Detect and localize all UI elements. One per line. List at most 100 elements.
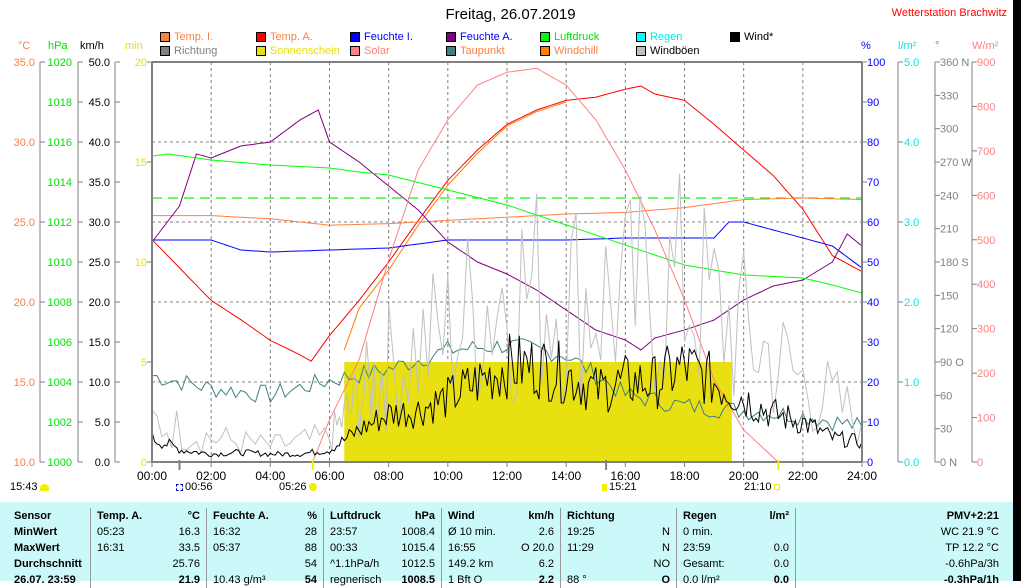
- axis-label-rain: 3.0: [904, 217, 919, 229]
- axis-label-solar: 100: [977, 413, 995, 425]
- legend-label: Richtung: [174, 45, 218, 57]
- stats-label: Ø 10 min.: [448, 526, 496, 538]
- stats-value: 1008.5: [401, 574, 435, 586]
- stats-row: 149.2 km 6.2: [448, 556, 554, 572]
- axis-label-humidity: 20: [867, 377, 879, 389]
- axis-label-temp: 25.0: [14, 217, 35, 229]
- axis-label-direction: 270 W: [940, 157, 972, 169]
- stats-label: 05:23: [97, 526, 125, 538]
- cloud-time: 15:43: [10, 481, 51, 493]
- axis-label-wind: 25.0: [89, 257, 110, 269]
- stats-row: Sensor: [14, 508, 84, 524]
- stats-row: 16:55 O 20.0: [448, 540, 554, 556]
- axis-label-pressure: 1018: [48, 97, 72, 109]
- stats-label: 16:32: [213, 526, 241, 538]
- stats-label: MaxWert: [14, 542, 60, 554]
- stats-value: 33.5: [178, 542, 200, 554]
- stats-label: Wind: [448, 510, 475, 522]
- legend-swatch: [636, 32, 646, 42]
- axis-label-wind: 20.0: [89, 297, 110, 309]
- axis-label-humidity: 0: [867, 457, 873, 469]
- stats-value: 1012.5: [401, 558, 435, 570]
- stats-row: Gesamt: 0.0: [683, 556, 789, 572]
- axis-label-direction: 360 N: [940, 57, 969, 69]
- legend-label: Windchill: [554, 45, 599, 57]
- moonrise-time: 00:56: [174, 481, 213, 493]
- legend-swatch: [636, 46, 646, 56]
- stats-row: Richtung: [567, 508, 670, 524]
- moonset-time-label: 15:21: [609, 481, 637, 493]
- x-tick-label: 10:00: [433, 469, 463, 483]
- stats-row: -0.6hPa/3h: [802, 556, 999, 572]
- stats-label: 1 Bft O: [448, 574, 483, 586]
- axis-label-solar: 400: [977, 279, 995, 291]
- stats-row: PMV+2:21: [802, 508, 999, 524]
- stats-value: 0.0: [773, 542, 789, 554]
- stats-column: PMV+2:21 WC 21.9 °C TP 12.2 °C -0.6hPa/3h -0…: [795, 508, 1005, 588]
- stats-row: 16:32 28: [213, 524, 317, 540]
- axis-label-direction: 0 N: [940, 457, 957, 469]
- sunset-icon: [773, 484, 780, 490]
- axis-label-solar: 200: [977, 368, 995, 380]
- stats-row: Temp. A. °C: [97, 508, 200, 524]
- legend-label: Feuchte I.: [364, 31, 413, 43]
- legend-label: Temp. A.: [270, 31, 313, 43]
- axis-label-pressure: 1000: [48, 457, 72, 469]
- stats-row: 21.9: [97, 572, 200, 588]
- stats-label: 26.07. 23:59: [14, 574, 76, 586]
- axis-label-wind: 30.0: [89, 217, 110, 229]
- stats-row: 16:31 33.5: [97, 540, 200, 556]
- stats-column: Richtung 19:25 N 11:29 N NO 88 ° O: [560, 508, 676, 588]
- legend-item: Regen: [636, 31, 682, 43]
- stats-row: ^1.1hPa/h 1012.5: [330, 556, 435, 572]
- stats-row: 00:33 1015.4: [330, 540, 435, 556]
- axis-label-wind: 10.0: [89, 377, 110, 389]
- stats-row: 1 Bft O 2.2: [448, 572, 554, 588]
- legend-item: Sonnenschein: [256, 45, 340, 57]
- axis-label-wind: 0.0: [95, 457, 110, 469]
- x-tick-label: 02:00: [196, 469, 226, 483]
- x-tick-label: 00:00: [137, 469, 167, 483]
- stats-label: Durchschnitt: [14, 558, 82, 570]
- stats-row: -0.3hPa/1h: [802, 572, 999, 588]
- axis-label-wind: 50.0: [89, 57, 110, 69]
- stats-value: -0.3hPa/1h: [943, 574, 999, 586]
- series-windchill: [343, 101, 567, 351]
- axis-label-direction: 150: [940, 290, 958, 302]
- axis-label-pressure: 1014: [48, 177, 72, 189]
- legend-swatch: [540, 32, 550, 42]
- axis-label-direction: 210: [940, 224, 958, 236]
- stats-row: 05:37 88: [213, 540, 317, 556]
- stats-label: Temp. A.: [97, 510, 143, 522]
- axis-label-humidity: 80: [867, 137, 879, 149]
- stats-label: 149.2 km: [448, 558, 494, 570]
- window-edge: [1013, 0, 1021, 581]
- legend-item: Wind*: [730, 31, 773, 43]
- legend-swatch: [256, 32, 266, 42]
- axis-label-sun: 10: [135, 257, 147, 269]
- stats-column: Sensor MinWert MaxWert Durchschnitt 26.07. 2…: [8, 508, 90, 588]
- stats-row: 23:59 0.0: [683, 540, 789, 556]
- legend-swatch: [350, 46, 360, 56]
- stats-label: 11:29: [567, 542, 594, 554]
- sun-icon: [308, 483, 317, 491]
- sunset-time-label: 21:10: [744, 481, 772, 493]
- stats-row: MinWert: [14, 524, 84, 540]
- x-tick-label: 18:00: [669, 469, 699, 483]
- stats-label: 23:57: [330, 526, 358, 538]
- stats-value: -0.6hPa/3h: [945, 558, 999, 570]
- x-tick-label: 06:00: [314, 469, 344, 483]
- x-tick-label: 22:00: [788, 469, 818, 483]
- axis-label-sun: 0: [141, 457, 147, 469]
- x-tick-label: 14:00: [551, 469, 581, 483]
- axis-label-rain: 1.0: [904, 377, 919, 389]
- moonset-time: 15:21: [600, 481, 637, 493]
- stats-label: Richtung: [567, 510, 615, 522]
- legend-item: Taupunkt: [446, 45, 505, 57]
- axis-label-wind: 5.0: [95, 417, 110, 429]
- axis-label-solar: 0: [977, 457, 983, 469]
- axis-label-pressure: 1006: [48, 337, 72, 349]
- axis-label-pressure: 1020: [48, 57, 72, 69]
- axis-label-rain: 5.0: [904, 57, 919, 69]
- stats-row: 19:25 N: [567, 524, 670, 540]
